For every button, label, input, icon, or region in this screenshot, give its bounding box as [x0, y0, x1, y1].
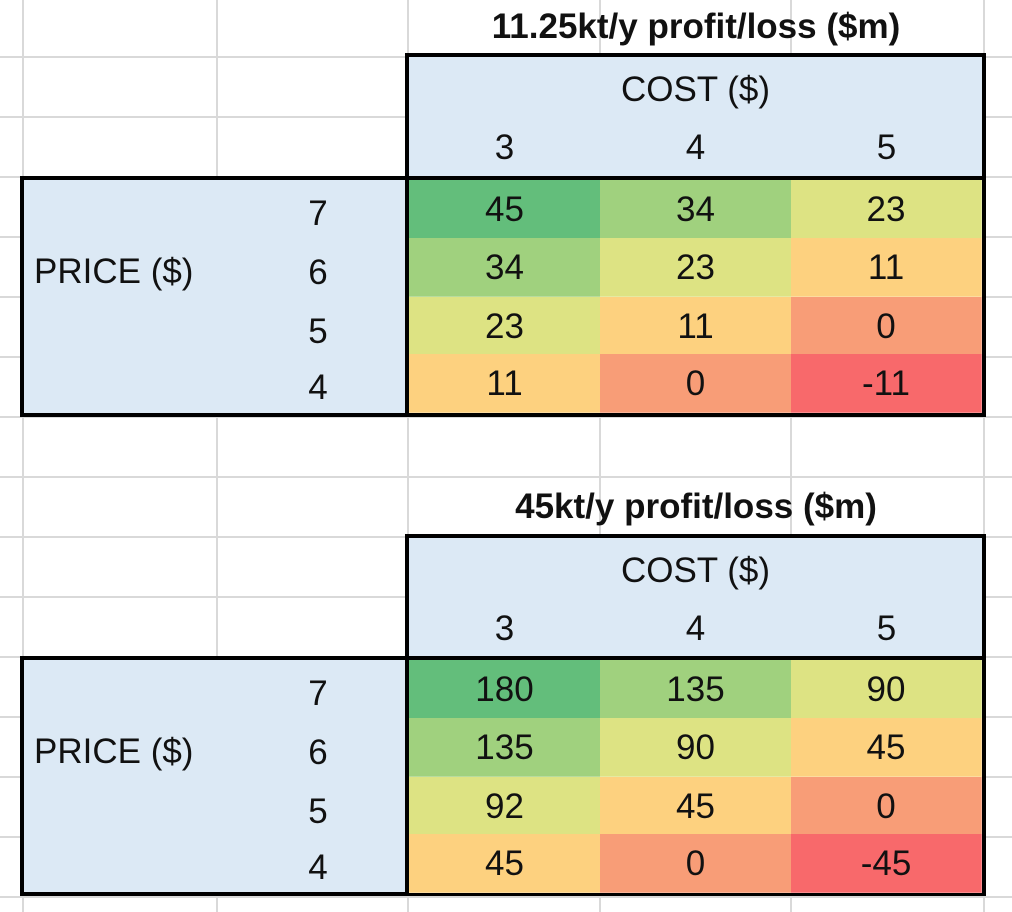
cost-value: 3: [494, 609, 515, 648]
table-title: 45kt/y profit/loss ($m): [515, 487, 877, 526]
row-gridline: [0, 896, 1012, 898]
value-cell[interactable]: 34: [600, 180, 792, 239]
price-value: 5: [308, 312, 328, 351]
value-cell[interactable]: 23: [600, 238, 792, 297]
cost-value: 5: [876, 609, 897, 648]
value-cell[interactable]: 135: [409, 718, 601, 777]
column-gridline: [407, 0, 409, 912]
table-title: 11.25kt/y profit/loss ($m): [491, 7, 901, 46]
price-value: 6: [308, 253, 328, 292]
value-cell[interactable]: 0: [600, 834, 792, 893]
value-cell[interactable]: 0: [600, 354, 792, 413]
cost-value: 4: [685, 128, 706, 167]
value-cell[interactable]: 180: [409, 660, 601, 719]
cost-header-box: COST ($) 3 4 5: [405, 534, 986, 661]
price-header-box: PRICE ($) 7 6 5 4: [20, 656, 411, 896]
value-cell[interactable]: 11: [600, 297, 792, 356]
price-value: 4: [308, 368, 328, 407]
value-cell[interactable]: 92: [409, 777, 601, 836]
profit-grid-2: 180 135 90 135 90 45 92 45 0 45 0 -45: [405, 656, 986, 896]
value-cell[interactable]: 11: [409, 354, 601, 413]
cost-header-label: COST ($): [620, 70, 771, 109]
column-gridline: [599, 0, 601, 912]
price-value: 5: [308, 792, 328, 831]
value-cell[interactable]: 0: [791, 297, 982, 356]
value-cell[interactable]: 45: [791, 718, 982, 777]
column-gridline: [216, 0, 218, 912]
cost-header-label: COST ($): [620, 551, 771, 590]
value-cell[interactable]: 45: [409, 180, 601, 239]
price-header-label: PRICE ($): [34, 732, 194, 771]
row-gridline: [0, 476, 1012, 478]
value-cell[interactable]: 34: [409, 238, 601, 297]
value-cell[interactable]: 45: [409, 834, 601, 893]
price-value: 7: [308, 674, 328, 713]
column-gridline: [790, 0, 792, 912]
cost-header-box: COST ($) 3 4 5: [405, 53, 986, 180]
value-cell[interactable]: 0: [791, 777, 982, 836]
price-header-box: PRICE ($) 7 6 5 4: [20, 176, 411, 417]
profit-grid-1: 45 34 23 34 23 11 23 11 0 11 0 -11: [405, 176, 986, 417]
value-cell[interactable]: 45: [600, 777, 792, 836]
column-gridline: [983, 0, 985, 912]
value-cell[interactable]: 135: [600, 660, 792, 719]
value-cell[interactable]: -45: [791, 834, 982, 893]
value-cell[interactable]: 90: [600, 718, 792, 777]
price-value: 6: [308, 733, 328, 772]
value-cell[interactable]: 90: [791, 660, 982, 719]
value-cell[interactable]: -11: [791, 354, 982, 413]
cost-value: 5: [876, 128, 897, 167]
value-cell[interactable]: 23: [791, 180, 982, 239]
price-header-label: PRICE ($): [34, 252, 194, 291]
price-value: 7: [308, 194, 328, 233]
value-cell[interactable]: 23: [409, 297, 601, 356]
cost-value: 3: [494, 128, 515, 167]
price-value: 4: [308, 848, 328, 887]
row-gridline: [0, 416, 1012, 418]
value-cell[interactable]: 11: [791, 238, 982, 297]
column-gridline: [22, 0, 24, 912]
cost-value: 4: [685, 609, 706, 648]
